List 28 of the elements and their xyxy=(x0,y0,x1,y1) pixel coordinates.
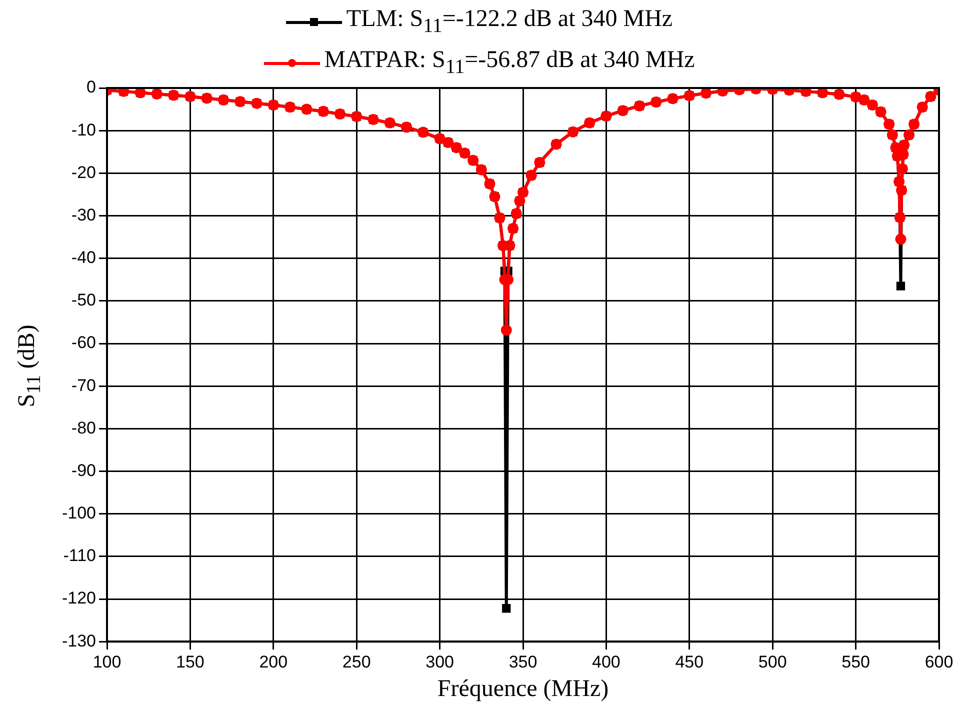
x-axis-title: Fréquence (MHz) xyxy=(436,676,610,703)
y-tick-label: -30 xyxy=(71,205,96,224)
y-tick-label: -100 xyxy=(62,504,96,523)
x-tick-label: 250 xyxy=(342,652,371,672)
y-tick-label: -110 xyxy=(63,546,96,566)
y-tick-label: -50 xyxy=(71,290,96,310)
y-tick-label: -70 xyxy=(71,376,96,395)
x-tick-label: 150 xyxy=(176,652,204,672)
x-tick-label: 450 xyxy=(675,652,704,672)
x-tick-label: 200 xyxy=(259,652,288,672)
x-tick-label: 550 xyxy=(842,652,870,672)
x-tick-label: 600 xyxy=(924,652,954,672)
y-tick-label: -40 xyxy=(71,248,96,268)
y-tick-label: -10 xyxy=(71,120,96,140)
legend-label: TLM: S$_{11}$=-122.2 dB at 340 MHz xyxy=(346,5,673,39)
y-tick-label: -60 xyxy=(71,333,96,352)
x-tick-label: 350 xyxy=(508,652,538,672)
y-tick-label: -80 xyxy=(71,418,96,438)
x-tick-label: 100 xyxy=(92,652,122,672)
y-tick-label: -90 xyxy=(71,460,96,480)
y-tick-label: -120 xyxy=(62,588,96,608)
x-tick-label: 300 xyxy=(426,652,454,672)
y-tick-label: -20 xyxy=(71,162,96,182)
y-tick-label: -130 xyxy=(62,631,96,650)
x-tick-label: 500 xyxy=(758,652,787,672)
legend-label: MATPAR: S$_{11}$=-56.87 dB at 340 MHz xyxy=(324,46,695,80)
y-tick-label: 0 xyxy=(86,78,96,97)
x-tick-label: 400 xyxy=(592,652,620,672)
